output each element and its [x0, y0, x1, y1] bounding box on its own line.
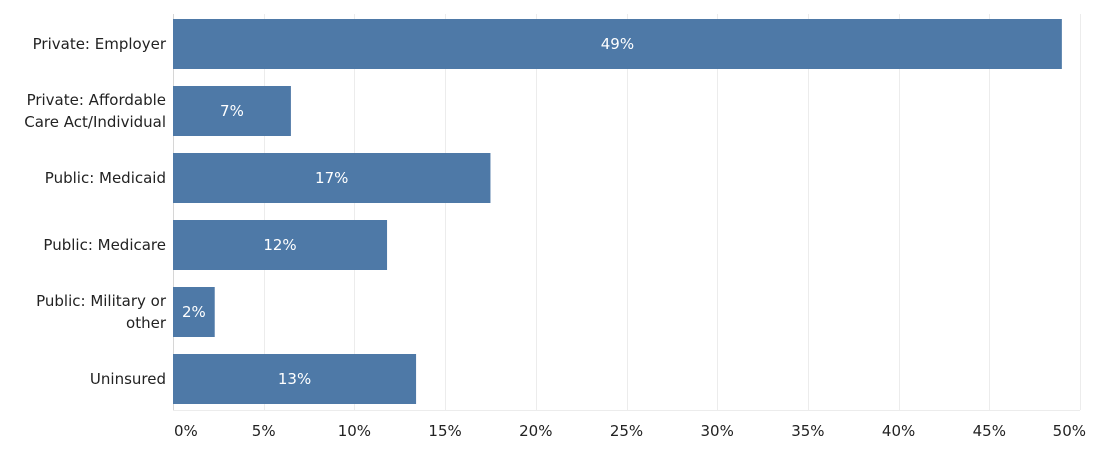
bar	[173, 287, 215, 337]
category-label: Public: Medicare	[43, 236, 166, 254]
x-tick-label: 40%	[882, 422, 915, 440]
x-axis-ticks: 0% 5% 10% 15% 20% 25% 30% 35% 40% 45% 50%	[174, 422, 1086, 440]
x-tick-label: 50%	[1053, 422, 1086, 440]
x-tick-label: 10%	[338, 422, 371, 440]
bar-data-label: 49%	[601, 35, 634, 53]
bar	[173, 86, 291, 136]
bar-data-label: 7%	[220, 102, 244, 120]
bar-data-label: 12%	[263, 236, 296, 254]
category-label: Uninsured	[90, 370, 166, 388]
category-labels: Private: Employer Private: Affordable Care…	[24, 35, 167, 388]
bar	[173, 19, 1062, 69]
x-tick-label: 0%	[174, 422, 198, 440]
x-tick-label: 25%	[610, 422, 643, 440]
category-label: Private: Affordable	[27, 91, 166, 109]
bar-data-label: 2%	[182, 303, 206, 321]
bars: 49% 7% 17% 12% 2% 13%	[173, 19, 1062, 404]
bar-data-label: 17%	[315, 169, 348, 187]
x-tick-label: 35%	[791, 422, 824, 440]
bar	[173, 220, 388, 270]
category-label: Private: Employer	[33, 35, 167, 53]
category-label: Public: Military or	[36, 292, 167, 310]
category-label: Public: Medicaid	[45, 169, 166, 187]
x-tick-label: 15%	[428, 422, 461, 440]
x-tick-label: 45%	[973, 422, 1006, 440]
category-label: other	[126, 314, 167, 332]
bar	[173, 153, 491, 203]
x-tick-label: 20%	[519, 422, 552, 440]
bar-data-label: 13%	[278, 370, 311, 388]
x-tick-label: 30%	[701, 422, 734, 440]
category-label: Care Act/Individual	[24, 113, 166, 131]
gridlines	[173, 14, 1081, 411]
x-tick-label: 5%	[252, 422, 276, 440]
bar	[173, 354, 417, 404]
